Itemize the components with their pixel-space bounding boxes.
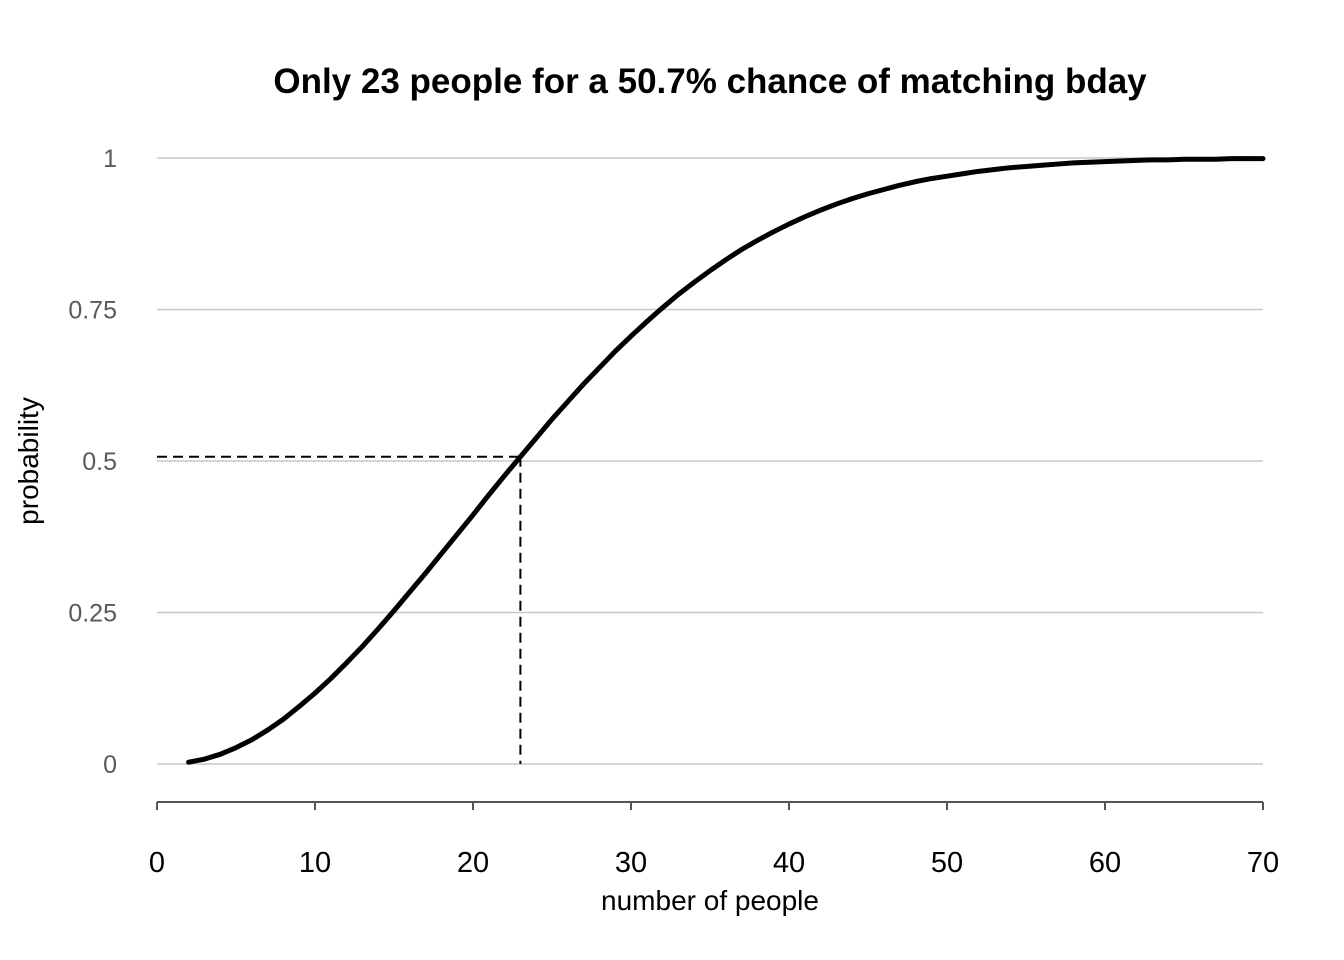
data-point: [771, 229, 776, 235]
data-point: [281, 716, 286, 722]
data-point: [423, 570, 428, 576]
data-point: [1023, 164, 1029, 169]
data-point: [960, 171, 965, 176]
data-point: [897, 183, 902, 188]
data-point: [1118, 158, 1124, 164]
y-axis: 0 0.25 0.5 0.75 1: [68, 145, 117, 779]
data-point: [486, 492, 491, 498]
x-tick-label: 20: [457, 847, 489, 879]
data-point: [407, 589, 412, 595]
data-point: [502, 473, 507, 478]
x-tick-label: 30: [615, 847, 647, 879]
data-point: [218, 752, 223, 757]
data-point: [249, 737, 254, 742]
data-point: [1150, 157, 1155, 163]
data-point: [929, 176, 934, 181]
data-point: [565, 399, 570, 404]
x-tick-label: 50: [931, 847, 963, 879]
data-point: [391, 608, 397, 613]
x-tick-label: 60: [1089, 847, 1121, 879]
data-point: [1102, 159, 1108, 164]
data-point: [1260, 156, 1266, 161]
data-point: [202, 756, 207, 762]
x-axis: 0 10 20 30 40 50 60 70: [149, 801, 1279, 879]
data-point: [1008, 165, 1013, 170]
data-point: [850, 196, 855, 201]
data-point: [597, 365, 602, 370]
data-point: [1055, 161, 1060, 167]
data-point: [297, 704, 302, 709]
data-point: [376, 626, 381, 632]
data-point: [676, 292, 681, 297]
data-point: [581, 381, 586, 387]
series-layer: [186, 156, 1266, 765]
y-tick-label: 0.25: [68, 600, 117, 628]
data-point: [613, 349, 618, 354]
data-point: [1166, 157, 1171, 163]
data-point: [360, 644, 365, 649]
data-point: [1087, 160, 1092, 165]
data-point: [1181, 157, 1187, 162]
data-point: [802, 214, 807, 219]
data-point: [723, 257, 728, 263]
data-point: [1245, 156, 1250, 161]
y-tick-label: 1: [103, 145, 117, 173]
reference-lines: [157, 455, 522, 764]
data-point: [534, 435, 539, 441]
x-axis-label: number of people: [601, 885, 819, 916]
data-point: [660, 305, 665, 310]
data-point: [1229, 156, 1234, 161]
data-point: [470, 512, 476, 518]
data-point: [549, 416, 555, 422]
data-point: [233, 745, 239, 750]
data-point: [1071, 160, 1076, 166]
data-point: [818, 207, 823, 213]
data-point: [865, 191, 871, 196]
y-tick-label: 0: [103, 751, 117, 779]
data-point: [944, 173, 950, 179]
data-point: [755, 238, 760, 243]
data-point: [707, 268, 713, 273]
data-point: [692, 280, 697, 285]
data-point: [834, 201, 839, 207]
gridlines: [157, 157, 1263, 765]
data-point: [628, 333, 634, 339]
data-point: [344, 660, 349, 665]
y-tick-label: 0.5: [82, 448, 117, 476]
data-point: [328, 676, 333, 681]
data-point: [186, 759, 191, 765]
data-point: [312, 690, 318, 696]
data-point: [439, 551, 444, 556]
y-tick-label: 0.75: [68, 297, 117, 325]
data-point: [1213, 157, 1218, 162]
chart-title: Only 23 people for a 50.7% chance of mat…: [273, 62, 1147, 101]
data-point: [739, 247, 744, 252]
data-point: [455, 532, 460, 537]
data-point: [265, 727, 270, 733]
data-point: [644, 319, 649, 324]
x-tick-label: 0: [149, 847, 165, 879]
x-tick-label: 10: [299, 847, 331, 879]
data-point: [992, 167, 997, 172]
data-point: [881, 187, 886, 192]
data-point: [913, 179, 918, 184]
data-point: [1134, 158, 1139, 163]
data-point: [1197, 157, 1203, 162]
x-tick-label: 70: [1247, 847, 1279, 879]
x-tick-label: 40: [773, 847, 805, 879]
data-point: [1039, 163, 1045, 168]
data-point: [786, 221, 792, 227]
data-point: [976, 169, 981, 174]
data-point: [518, 454, 523, 459]
y-axis-label: probability: [13, 397, 44, 525]
